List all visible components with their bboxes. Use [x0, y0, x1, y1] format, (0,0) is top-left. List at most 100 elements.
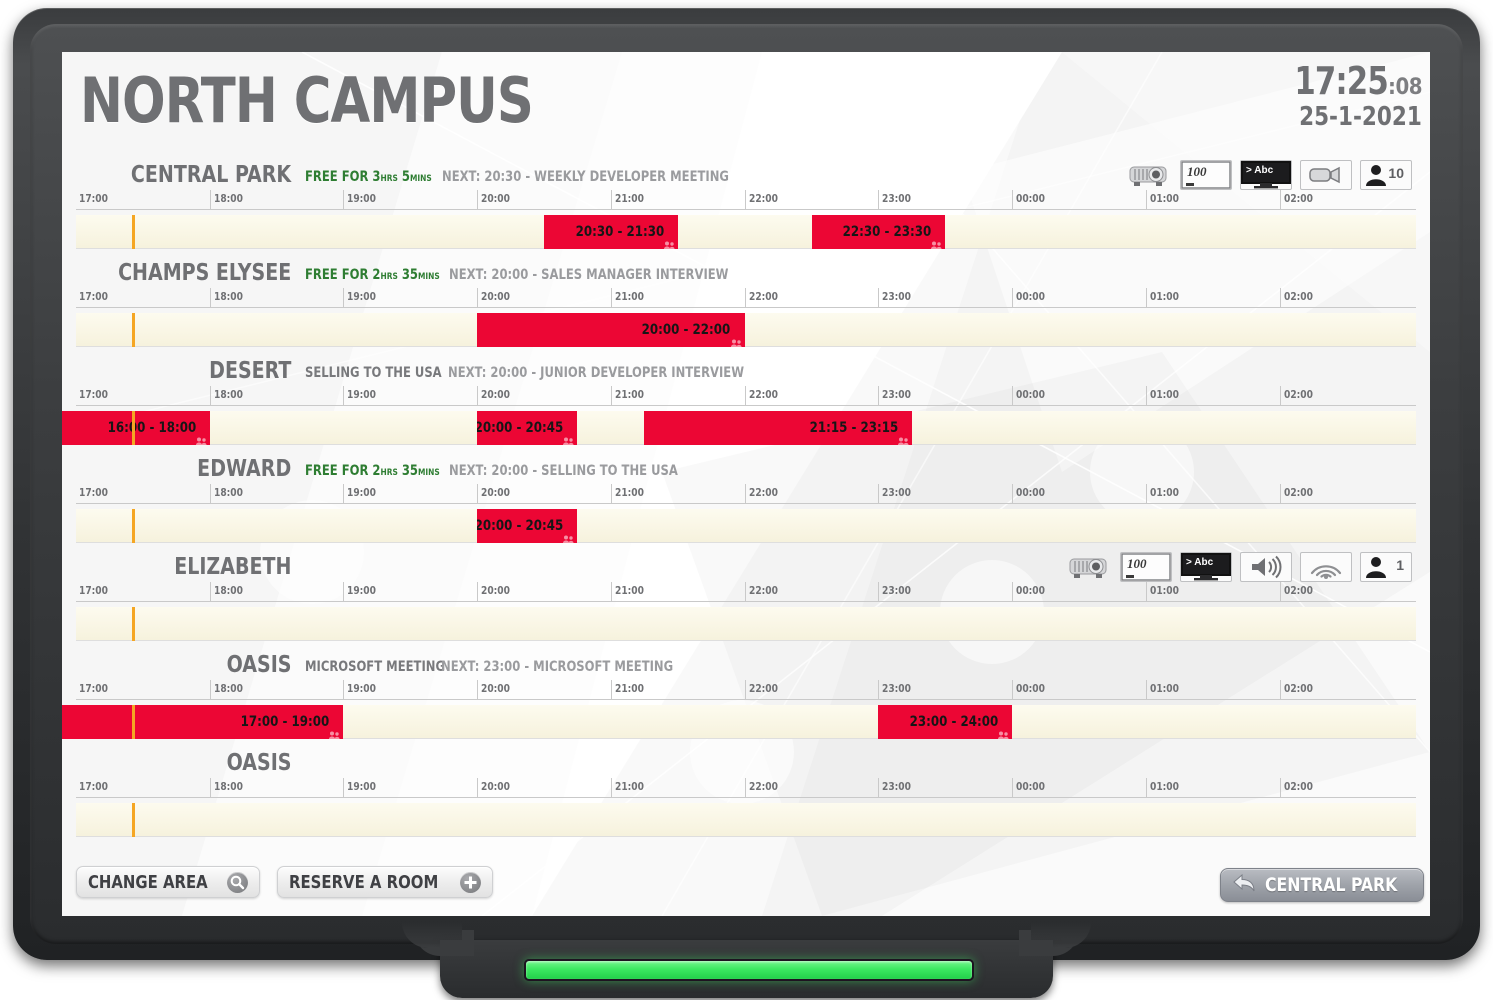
- timeline-tick-label: 18:00: [213, 486, 243, 499]
- booking-label: 23:00 - 24:00: [909, 714, 999, 730]
- page-title: NORTH CAMPUS: [80, 64, 534, 137]
- timeline-tick-label: 22:00: [748, 486, 778, 499]
- room-timeline-track[interactable]: [76, 607, 1416, 641]
- room-row[interactable]: OASIS MICROSOFT MEETING NEXT: 23:00 - MICR…: [62, 650, 1416, 748]
- room-name: EDWARD: [196, 456, 291, 482]
- room-status-unit-hours: HRS: [380, 272, 398, 282]
- timeline-tick: 18:00: [209, 190, 243, 210]
- timeline-tick-label: 23:00: [882, 584, 912, 597]
- whiteboard-icon: 100: [1120, 552, 1172, 582]
- wifi-icon: [1300, 552, 1352, 582]
- room-row[interactable]: CENTRAL PARK FREE FOR 3HRS 5MINS NEXT: 20:…: [76, 160, 1416, 258]
- change-area-button[interactable]: CHANGE AREA: [76, 866, 261, 898]
- booking-block[interactable]: 16:00 - 18:00: [62, 411, 210, 445]
- room-next-meeting: NEXT: 23:00 - MICROSOFT MEETING: [440, 659, 673, 675]
- timeline-tick: 02:00: [1279, 582, 1313, 602]
- timeline-tick-label: 01:00: [1149, 290, 1179, 303]
- room-timeline-track[interactable]: 17:00 - 19:00 23:00 - 24:00: [62, 705, 1416, 739]
- timeline-axis: 17:00 18:00 19:00 20:00 21:00 22:00 23:00 00:00…: [76, 190, 1416, 210]
- room-row[interactable]: OASIS 17:00 18:00 19:00 20:00 21:00 22:00 23:00…: [76, 748, 1416, 846]
- timeline-tick: 23:00: [878, 484, 911, 504]
- booking-block[interactable]: 22:30 - 23:30: [811, 215, 946, 249]
- room-header: OASIS MICROSOFT MEETING NEXT: 23:00 - MICR…: [76, 650, 1416, 680]
- timeline-tick: 19:00: [343, 680, 376, 700]
- room-name: ELIZABETH: [173, 554, 291, 580]
- timeline-tick: 02:00: [1279, 680, 1313, 700]
- timeline-axis: 17:00 18:00 19:00 20:00 21:00 22:00 23:00 00:00…: [76, 582, 1416, 602]
- timeline-tick: 00:00: [1012, 386, 1045, 406]
- room-name: OASIS: [226, 652, 291, 678]
- timeline-tick: 01:00: [1145, 582, 1179, 602]
- booking-label: 17:00 - 19:00: [240, 714, 330, 730]
- timeline-tick: 23:00: [878, 680, 911, 700]
- projector-icon: [1126, 160, 1172, 190]
- room-row[interactable]: ELIZABETH 100 > Abc: [76, 552, 1416, 650]
- timeline-tick-label: 21:00: [614, 584, 644, 597]
- room-header: EDWARD FREE FOR 2HRS 35MINS NEXT: 20:00 - …: [76, 454, 1416, 484]
- booking-block[interactable]: 20:30 - 21:30: [544, 215, 678, 249]
- booking-block[interactable]: 20:00 - 22:00: [477, 313, 745, 347]
- attendees-icon: [897, 433, 909, 445]
- timeline-tick: 02:00: [1279, 778, 1313, 798]
- timeline-tick-label: 18:00: [213, 290, 243, 303]
- timeline-tick-label: 01:00: [1149, 780, 1179, 793]
- timeline-tick: 21:00: [610, 680, 644, 700]
- booking-block[interactable]: 17:00 - 19:00: [62, 705, 344, 739]
- room-timeline-track[interactable]: 20:00 - 20:45: [76, 509, 1416, 543]
- booking-block[interactable]: 20:00 - 20:45: [477, 411, 578, 445]
- timeline-tick-label: 00:00: [1016, 682, 1046, 695]
- timeline-tick: 23:00: [878, 582, 911, 602]
- room-row[interactable]: DESERT SELLING TO THE USA NEXT: 20:00 - JU…: [62, 356, 1416, 454]
- timeline-tick: 19:00: [343, 582, 376, 602]
- clock: 17:25:08 25-1-2021: [1284, 62, 1423, 132]
- timeline-tick-label: 23:00: [882, 192, 912, 205]
- timeline-tick-label: 01:00: [1149, 486, 1179, 499]
- room-timeline-track[interactable]: 20:30 - 21:30 22:30 - 23:30: [76, 215, 1416, 249]
- timeline-tick: 19:00: [343, 484, 376, 504]
- booking-block[interactable]: 21:15 - 23:15: [644, 411, 912, 445]
- timeline-tick: 01:00: [1145, 778, 1179, 798]
- timeline-tick-label: 02:00: [1283, 290, 1313, 303]
- timeline-tick: 01:00: [1145, 680, 1179, 700]
- back-to-room-button[interactable]: CENTRAL PARK: [1220, 868, 1424, 902]
- timeline-tick-label: 19:00: [347, 388, 377, 401]
- timeline-tick-label: 19:00: [347, 192, 377, 205]
- reserve-a-room-button[interactable]: RESERVE A ROOM: [277, 866, 494, 898]
- attendees-icon: [730, 335, 742, 347]
- room-name: CENTRAL PARK: [130, 162, 291, 188]
- timeline-tick: 02:00: [1279, 288, 1313, 308]
- room-timeline-track[interactable]: 16:00 - 18:00 20:00 - 20:45 21:15 - 23:15: [62, 411, 1416, 445]
- timeline-tick: 18:00: [209, 386, 243, 406]
- availability-status-led: [524, 959, 974, 981]
- timeline-tick: 00:00: [1012, 484, 1045, 504]
- room-name: DESERT: [208, 358, 291, 384]
- room-timeline-track[interactable]: [76, 803, 1416, 837]
- timeline-tick-label: 18:00: [213, 682, 243, 695]
- booking-block[interactable]: 23:00 - 24:00: [878, 705, 1013, 739]
- timeline-tick: 20:00: [477, 778, 510, 798]
- room-status-unit-minutes: MINS: [418, 272, 440, 282]
- room-timeline-track[interactable]: 20:00 - 22:00: [76, 313, 1416, 347]
- booking-label: 20:00 - 22:00: [642, 322, 731, 338]
- timeline-tick-label: 19:00: [347, 486, 377, 499]
- booking-block[interactable]: 20:00 - 20:45: [477, 509, 578, 543]
- timeline-axis: 17:00 18:00 19:00 20:00 21:00 22:00 23:00 00:00…: [76, 484, 1416, 504]
- timeline-tick-label: 22:00: [748, 584, 778, 597]
- room-row[interactable]: CHAMPS ELYSEE FREE FOR 2HRS 35MINS NEXT: 2…: [76, 258, 1416, 356]
- timeline-tick: 02:00: [1279, 386, 1313, 406]
- timeline-tick: 23:00: [878, 386, 911, 406]
- timeline-tick: 23:00: [878, 190, 911, 210]
- room-row[interactable]: EDWARD FREE FOR 2HRS 35MINS NEXT: 20:00 - …: [76, 454, 1416, 552]
- timeline-tick-label: 21:00: [614, 682, 644, 695]
- timeline-tick: 02:00: [1279, 484, 1313, 504]
- timeline-tick-label: 00:00: [1016, 780, 1046, 793]
- display-icon: > Abc: [1180, 552, 1232, 582]
- timeline-axis: 17:00 18:00 19:00 20:00 21:00 22:00 23:00 00:00…: [76, 386, 1416, 406]
- timeline-tick: 21:00: [610, 386, 644, 406]
- timeline-tick: 20:00: [477, 386, 510, 406]
- timeline-tick-label: 18:00: [213, 388, 243, 401]
- timeline-tick: 21:00: [610, 190, 644, 210]
- room-header: CHAMPS ELYSEE FREE FOR 2HRS 35MINS NEXT: 2…: [76, 258, 1416, 288]
- timeline-tick-label: 22:00: [748, 192, 778, 205]
- clock-date: 25-1-2021: [1299, 102, 1422, 132]
